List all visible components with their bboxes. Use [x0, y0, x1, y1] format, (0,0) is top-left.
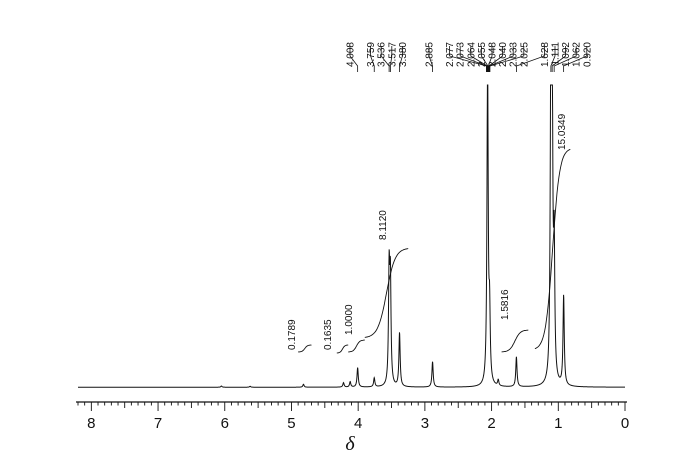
- x-tick-label: 6: [221, 415, 229, 432]
- peak-label-leader: [349, 46, 359, 72]
- peak-label-leader: [389, 46, 393, 72]
- peak-shift-label: 1.092: [561, 42, 572, 67]
- peak-shift-label: 0.920: [582, 42, 593, 67]
- integral-value-label: 1.5816: [500, 289, 511, 320]
- peak-shift-label: 3.380: [398, 42, 409, 67]
- integral-curve: [364, 248, 409, 338]
- x-tick-label: 8: [87, 415, 95, 432]
- peak-label-leader: [550, 46, 556, 72]
- x-tick-label: 7: [154, 415, 162, 432]
- integral-curve: [534, 148, 571, 350]
- integral-curve: [297, 344, 312, 353]
- integral-value-label: 0.1635: [323, 319, 334, 350]
- x-tick-label: 4: [354, 415, 362, 432]
- x-tick-label: 1: [554, 415, 562, 432]
- peak-label-leader: [480, 46, 489, 72]
- peak-shift-label: 2.885: [425, 42, 436, 67]
- peak-label-leader: [370, 46, 375, 72]
- peak-label-leader: [487, 46, 493, 72]
- peak-label-leader: [563, 46, 588, 72]
- peak-label-leader: [516, 46, 545, 72]
- integral-curve: [348, 339, 365, 353]
- x-axis: 8 7 6 5 4 3 2 1 0: [76, 401, 629, 432]
- peak-label-leader: [489, 46, 525, 72]
- peak-label-leader: [488, 46, 514, 72]
- peak-label-leader: [399, 46, 403, 72]
- peak-shift-label: 4.008: [346, 42, 357, 67]
- peak-shift-label: 2.064: [466, 42, 477, 67]
- integral-value-label: 8.1120: [378, 210, 389, 240]
- peak-shift-label: 3.517: [387, 42, 398, 67]
- spectrum-layer: [78, 84, 625, 388]
- peak-shift-label: 2.040: [498, 42, 509, 67]
- peak-label-leader: [488, 46, 504, 72]
- spectrum-trace: [78, 84, 625, 388]
- x-axis-title: δ: [345, 433, 355, 455]
- x-tick-label: 3: [421, 415, 429, 432]
- peak-label-leader: [459, 46, 488, 72]
- peak-shift-label: 3.759: [366, 42, 377, 67]
- peak-label-leader: [551, 46, 566, 72]
- x-tick-label: 0: [621, 415, 629, 432]
- peak-label-leader: [428, 46, 433, 72]
- peak-shift-label: 2.025: [519, 42, 530, 67]
- peak-label-leader: [380, 46, 390, 72]
- peak-label-leader: [553, 46, 577, 72]
- peak-shift-label: 2.055: [477, 42, 488, 67]
- peak-shift-label: 3.536: [377, 42, 388, 67]
- integral-value-label: 1.0000: [344, 304, 355, 335]
- peak-shift-label: 2.048: [488, 42, 499, 67]
- integral-value-label: 15.0349: [557, 113, 568, 150]
- x-tick-label: 5: [287, 415, 295, 432]
- peak-shift-label: 2.077: [445, 42, 456, 67]
- integral-curve: [336, 344, 349, 354]
- integral-curve: [501, 329, 529, 353]
- peak-shift-label: 2.033: [509, 42, 520, 67]
- peak-shift-label: 1.062: [572, 42, 583, 67]
- x-tick-label: 2: [487, 415, 495, 432]
- integral-value-label: 0.1789: [287, 319, 298, 350]
- integral-layer: 0.1789 0.1635 1.0000 8.1120 1.5816 15.0349: [287, 113, 571, 354]
- peak-shift-label: 2.073: [456, 42, 467, 67]
- peak-label-leader: [470, 46, 488, 72]
- peak-shift-label: 1.111: [551, 42, 562, 66]
- peak-shift-label: 1.628: [540, 42, 551, 67]
- peak-label-layer: 4.008 3.759 3.536 3.517 3.380 2.885 2.077 2.073…: [346, 42, 593, 72]
